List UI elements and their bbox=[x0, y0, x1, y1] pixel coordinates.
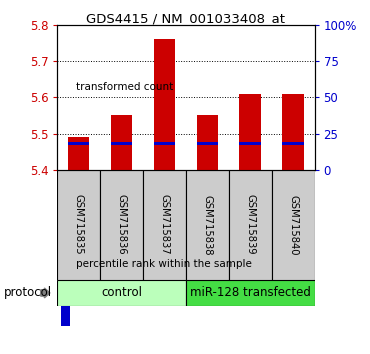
Text: GSM715835: GSM715835 bbox=[74, 194, 84, 255]
Text: GSM715838: GSM715838 bbox=[202, 195, 212, 255]
Bar bbox=[282, 142, 304, 145]
Bar bbox=[229, 170, 272, 280]
Bar bbox=[196, 142, 218, 145]
Bar bbox=[282, 94, 304, 170]
Bar bbox=[272, 170, 314, 280]
Text: transformed count: transformed count bbox=[76, 82, 173, 92]
Text: GSM715836: GSM715836 bbox=[117, 194, 127, 255]
Text: GSM715837: GSM715837 bbox=[159, 194, 169, 255]
Bar bbox=[68, 142, 90, 145]
Bar bbox=[100, 170, 143, 280]
Text: GDS4415 / NM_001033408_at: GDS4415 / NM_001033408_at bbox=[85, 12, 285, 25]
Text: percentile rank within the sample: percentile rank within the sample bbox=[76, 259, 252, 269]
Text: GSM715839: GSM715839 bbox=[245, 194, 255, 255]
Bar bbox=[111, 115, 132, 170]
Bar bbox=[111, 142, 132, 145]
Text: GSM715840: GSM715840 bbox=[288, 195, 298, 255]
Bar bbox=[239, 94, 261, 170]
Bar bbox=[154, 39, 175, 170]
Text: miR-128 transfected: miR-128 transfected bbox=[190, 286, 311, 299]
Bar bbox=[57, 170, 100, 280]
Bar bbox=[186, 280, 314, 306]
Bar bbox=[68, 137, 90, 170]
Bar bbox=[61, 25, 70, 149]
Bar bbox=[154, 142, 175, 145]
Bar bbox=[143, 170, 186, 280]
Bar bbox=[239, 142, 261, 145]
Bar bbox=[186, 170, 229, 280]
Bar bbox=[57, 280, 186, 306]
Text: protocol: protocol bbox=[4, 286, 52, 299]
Bar bbox=[196, 115, 218, 170]
Bar bbox=[61, 202, 70, 326]
Text: control: control bbox=[101, 286, 142, 299]
